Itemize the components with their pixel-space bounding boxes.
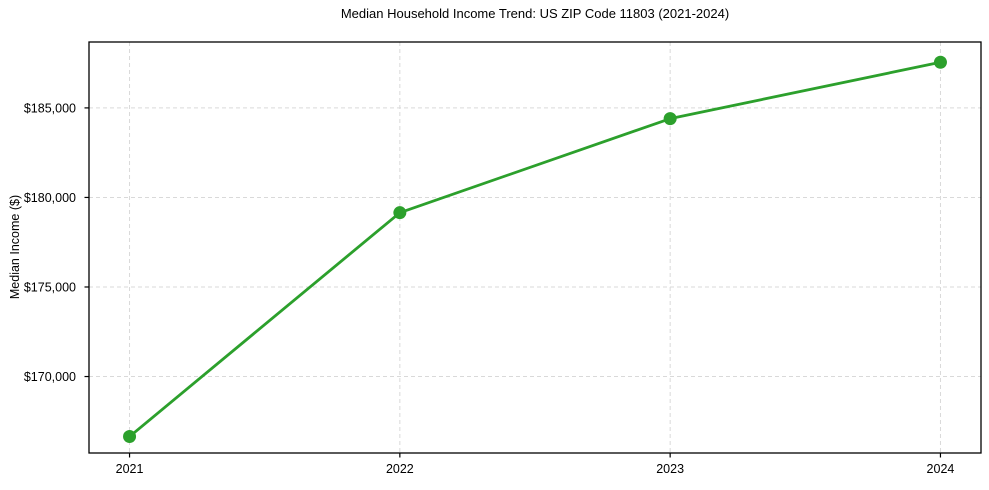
data-point-marker [123, 430, 137, 444]
x-tick-label: 2023 [656, 462, 684, 476]
y-tick-label: $185,000 [24, 101, 76, 115]
plot-border [88, 41, 982, 454]
trend-line [128, 60, 942, 438]
y-tick-label: $175,000 [24, 280, 76, 294]
x-tick-label: 2021 [116, 462, 144, 476]
x-tick-label: 2022 [386, 462, 414, 476]
y-tick-label: $180,000 [24, 191, 76, 205]
data-point-marker [663, 112, 677, 126]
data-point-marker [393, 206, 407, 220]
data-point-marker [933, 55, 947, 69]
x-tick-label: 2024 [927, 462, 955, 476]
y-tick-label: $170,000 [24, 370, 76, 384]
chart-title: Median Household Income Trend: US ZIP Co… [340, 6, 730, 21]
